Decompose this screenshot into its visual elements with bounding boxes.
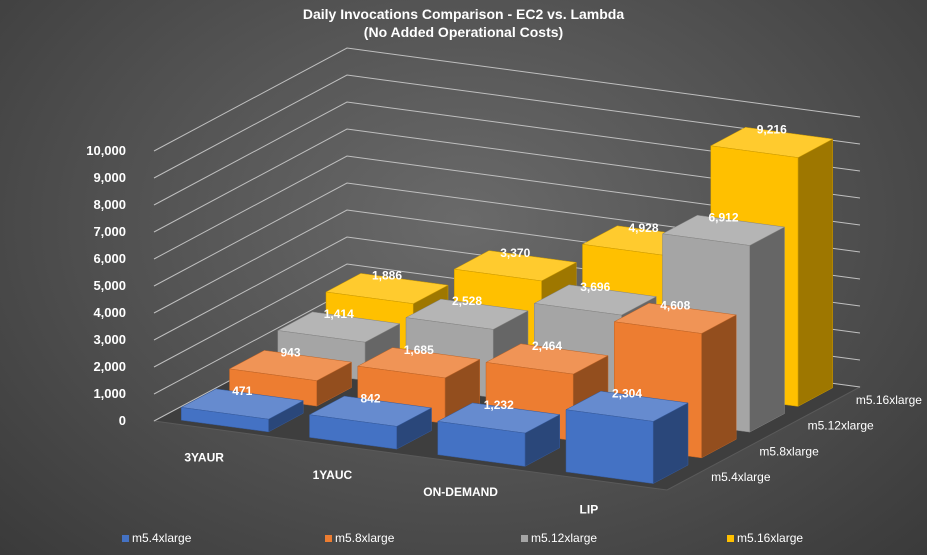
series-axis-label: m5.16xlarge [856,393,922,407]
bar-side-face [749,226,785,433]
y-gridline [153,47,861,152]
legend-label: m5.4xlarge [132,531,192,545]
y-tick-label: 0 [119,413,126,428]
y-tick-label: 1,000 [93,386,126,401]
legend-item-m5-16xlarge: m5.16xlarge [727,531,803,545]
legend-label: m5.12xlarge [531,531,598,545]
data-label: 3,370 [500,246,530,260]
data-label: 1,886 [372,269,402,283]
y-gridline [153,74,861,179]
legend-label: m5.16xlarge [737,531,804,545]
category-label: ON-DEMAND [423,485,498,499]
series-axis-label: m5.12xlarge [808,419,874,433]
data-label: 1,232 [484,398,514,412]
bar-side-face [701,314,737,459]
chart-legend: m5.4xlarge m5.8xlarge m5.12xlarge m5.16x… [0,531,927,549]
category-label: 3YAUR [184,451,224,465]
y-tick-label: 2,000 [93,359,126,374]
y-gridline [153,128,861,233]
y-gridline [153,155,861,260]
legend-swatch [727,534,734,542]
y-tick-label: 3,000 [93,332,126,347]
category-label: LIP [580,502,599,516]
y-tick-label: 7,000 [93,224,126,239]
y-gridline [153,101,861,206]
data-label: 9,216 [757,122,787,136]
bar-side-face [797,138,833,407]
y-tick-label: 5,000 [93,278,126,293]
legend-swatch [521,534,528,542]
data-label: 943 [280,346,300,360]
data-label: 1,414 [324,307,354,321]
chart-subtitle: (No Added Operational Costs) [363,24,564,40]
data-label: 4,608 [660,298,690,312]
bar-m5-4xlarge-lip [565,390,689,485]
data-label: 471 [232,384,252,398]
data-label: 4,928 [628,221,658,235]
bar-front-face [181,407,269,433]
data-label: 2,464 [532,339,562,353]
y-tick-label: 6,000 [93,251,126,266]
data-label: 3,696 [580,280,610,294]
data-label: 1,685 [404,343,434,357]
legend-swatch [122,534,129,542]
y-tick-label: 8,000 [93,197,126,212]
y-tick-label: 9,000 [93,170,126,185]
series-axis-label: m5.8xlarge [759,444,819,458]
data-label: 6,912 [708,210,738,224]
legend-item-m5-8xlarge: m5.8xlarge [325,531,394,545]
category-label: 1YAUC [313,468,353,482]
series-axis-label: m5.4xlarge [711,470,771,484]
bar-m5-4xlarge-3yaur [180,388,304,433]
bar-m5-4xlarge-on-demand [436,402,561,467]
chart-title: Daily Invocations Comparison - EC2 vs. L… [302,6,625,22]
data-label: 2,528 [452,294,482,308]
data-label: 2,304 [612,386,642,400]
bar-front-face [309,414,397,450]
y-tick-label: 4,000 [93,305,126,320]
legend-label: m5.8xlarge [335,531,395,545]
legend-item-m5-4xlarge: m5.4xlarge [122,531,191,545]
legend-item-m5-12xlarge: m5.12xlarge [521,531,597,545]
legend-swatch [325,534,332,542]
y-tick-label: 10,000 [86,143,126,158]
bar-m5-4xlarge-1yauc [308,395,433,450]
bar-front-face [437,421,526,467]
bar-front-face [565,409,654,484]
data-label: 842 [360,391,380,405]
